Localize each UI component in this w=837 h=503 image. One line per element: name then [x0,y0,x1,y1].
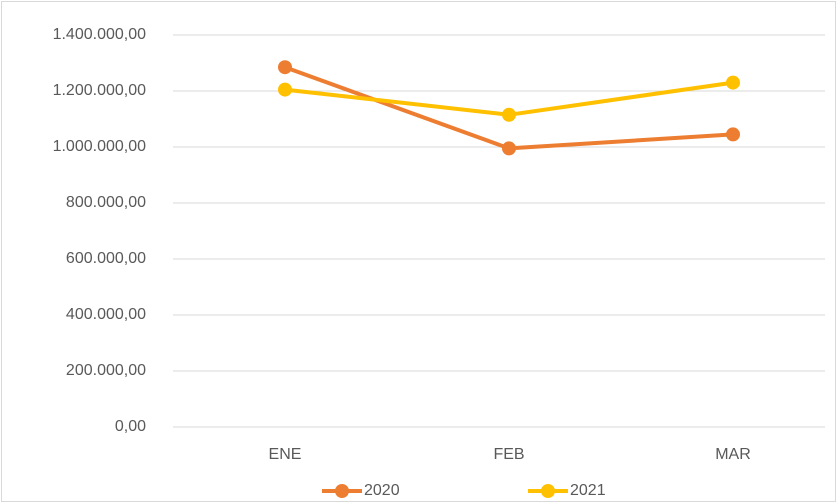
data-point [502,107,516,122]
data-point [502,141,516,156]
y-tick-label: 1.000.000,00 [53,138,147,155]
legend-marker [541,484,555,498]
legend-label: 2021 [570,482,606,499]
legend-label: 2020 [364,482,400,499]
data-point [726,127,740,142]
legend-marker [335,484,349,498]
data-point [726,75,740,90]
y-tick-label: 0,00 [115,418,146,435]
data-point [278,82,292,97]
y-tick-label: 600.000,00 [66,250,146,267]
y-tick-label: 1.400.000,00 [53,26,147,43]
x-tick-label: MAR [715,446,751,463]
x-tick-label: ENE [269,446,302,463]
y-tick-label: 400.000,00 [66,306,146,323]
y-tick-label: 800.000,00 [66,194,146,211]
y-tick-label: 200.000,00 [66,362,146,379]
x-tick-label: FEB [493,446,524,463]
y-tick-label: 1.200.000,00 [53,82,147,99]
data-point [278,60,292,75]
